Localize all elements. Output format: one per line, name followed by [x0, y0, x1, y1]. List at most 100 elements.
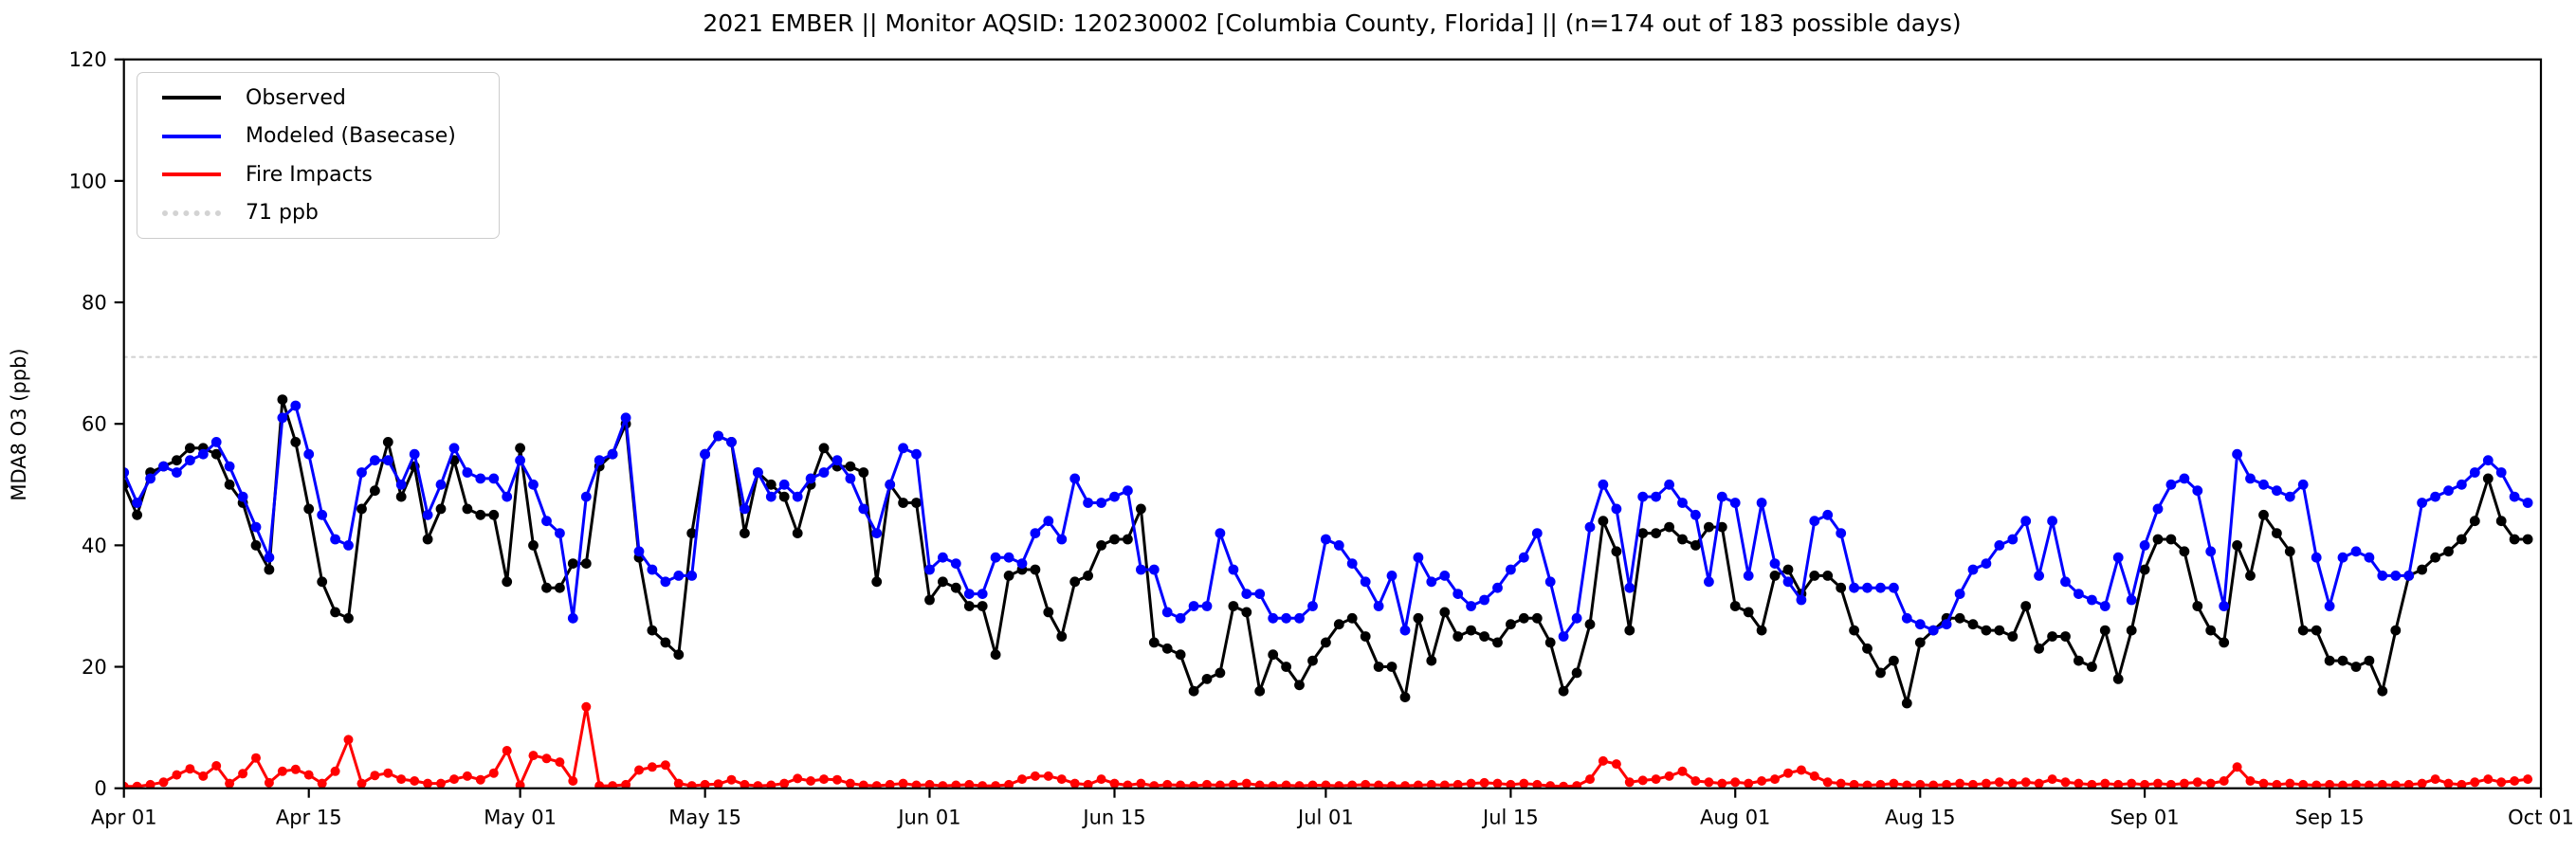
data-point	[2483, 774, 2494, 785]
data-point	[1056, 631, 1068, 642]
data-point	[898, 498, 908, 508]
data-point	[1479, 594, 1489, 606]
data-point	[1188, 685, 1199, 697]
data-point	[2430, 491, 2441, 502]
x-axis: Apr 01 Apr 15 May 01 May 15 Jun 01 Jun 15 Jul …	[91, 788, 2574, 829]
legend-label: Fire Impacts	[246, 162, 373, 187]
data-point	[2232, 540, 2243, 551]
data-point	[488, 473, 500, 484]
data-point	[765, 479, 776, 490]
data-point	[621, 779, 631, 789]
data-point	[370, 455, 380, 466]
data-point	[172, 770, 182, 780]
data-point	[1729, 601, 1741, 611]
data-point	[2100, 778, 2110, 789]
data-point	[2324, 601, 2335, 611]
data-point	[1466, 778, 1476, 789]
data-point	[237, 491, 248, 502]
data-point	[766, 780, 776, 789]
data-point	[2205, 546, 2217, 557]
data-point	[290, 437, 301, 447]
data-point	[422, 509, 433, 520]
data-point	[1585, 774, 1595, 785]
y-tick-label: 120	[69, 48, 107, 71]
data-point	[2284, 491, 2295, 502]
legend-item-modeled: Modeled (Basecase)	[137, 118, 499, 156]
data-point	[1875, 667, 1886, 679]
data-point	[2258, 479, 2269, 490]
data-point	[1109, 491, 1120, 502]
data-point	[1215, 667, 1226, 679]
data-point	[1901, 612, 1912, 624]
data-point	[1927, 625, 1939, 636]
data-point	[2074, 589, 2084, 599]
data-point	[2047, 774, 2057, 785]
x-tick-label: Apr 15	[276, 807, 342, 829]
data-point	[1492, 637, 1503, 648]
data-point	[2074, 778, 2084, 789]
data-point	[1281, 612, 1291, 624]
data-point	[1677, 498, 1688, 508]
data-point	[673, 778, 684, 789]
data-point	[1123, 485, 1133, 497]
data-point	[1149, 781, 1160, 789]
data-point	[2192, 485, 2203, 497]
data-point	[1664, 771, 1674, 781]
data-point	[1743, 571, 1754, 581]
data-point	[2509, 491, 2520, 502]
data-point	[2140, 779, 2150, 789]
data-point	[1241, 778, 1251, 789]
data-point	[1479, 631, 1489, 642]
data-point	[2112, 552, 2124, 563]
data-point	[1043, 771, 1053, 781]
data-point	[713, 430, 723, 442]
data-point	[1439, 780, 1450, 789]
data-point	[673, 649, 685, 661]
data-point	[1202, 779, 1212, 789]
data-point	[1003, 571, 1014, 581]
fire-line-sample-icon	[162, 172, 221, 177]
data-point	[1374, 780, 1384, 789]
data-point	[2509, 534, 2520, 545]
data-point	[2430, 774, 2440, 785]
data-point	[1109, 778, 1120, 789]
data-point	[1215, 780, 1225, 789]
data-point	[1452, 779, 1463, 789]
data-point	[1889, 655, 1899, 666]
data-point	[1558, 685, 1569, 697]
data-point	[2325, 779, 2335, 789]
data-point	[1704, 777, 1714, 788]
data-point	[832, 774, 842, 785]
data-point	[871, 781, 882, 789]
data-point	[1981, 778, 1991, 789]
data-point	[2523, 774, 2533, 785]
data-point	[977, 601, 988, 611]
data-point	[1307, 655, 1318, 666]
data-point	[2139, 564, 2150, 575]
data-point	[541, 516, 552, 527]
data-point	[753, 467, 763, 478]
data-point	[2034, 778, 2044, 789]
data-point	[2113, 779, 2124, 789]
data-point	[950, 558, 961, 569]
data-point	[2219, 637, 2230, 648]
data-point	[1849, 582, 1859, 593]
data-point	[1571, 667, 1582, 679]
x-tick-label: May 15	[668, 807, 741, 829]
data-point	[991, 781, 1001, 789]
chart-title: 2021 EMBER || Monitor AQSID: 120230002 […	[703, 9, 1962, 37]
data-point	[1439, 607, 1451, 618]
data-point	[818, 467, 830, 478]
data-point	[1294, 781, 1305, 789]
data-point	[1466, 601, 1476, 611]
data-point	[871, 576, 883, 588]
data-point	[1347, 780, 1358, 789]
data-point	[410, 776, 420, 786]
data-point	[1136, 503, 1146, 515]
data-point	[1479, 777, 1489, 788]
data-point	[568, 776, 578, 786]
data-point	[1572, 781, 1582, 789]
data-point	[778, 491, 790, 502]
data-point	[1333, 540, 1344, 551]
